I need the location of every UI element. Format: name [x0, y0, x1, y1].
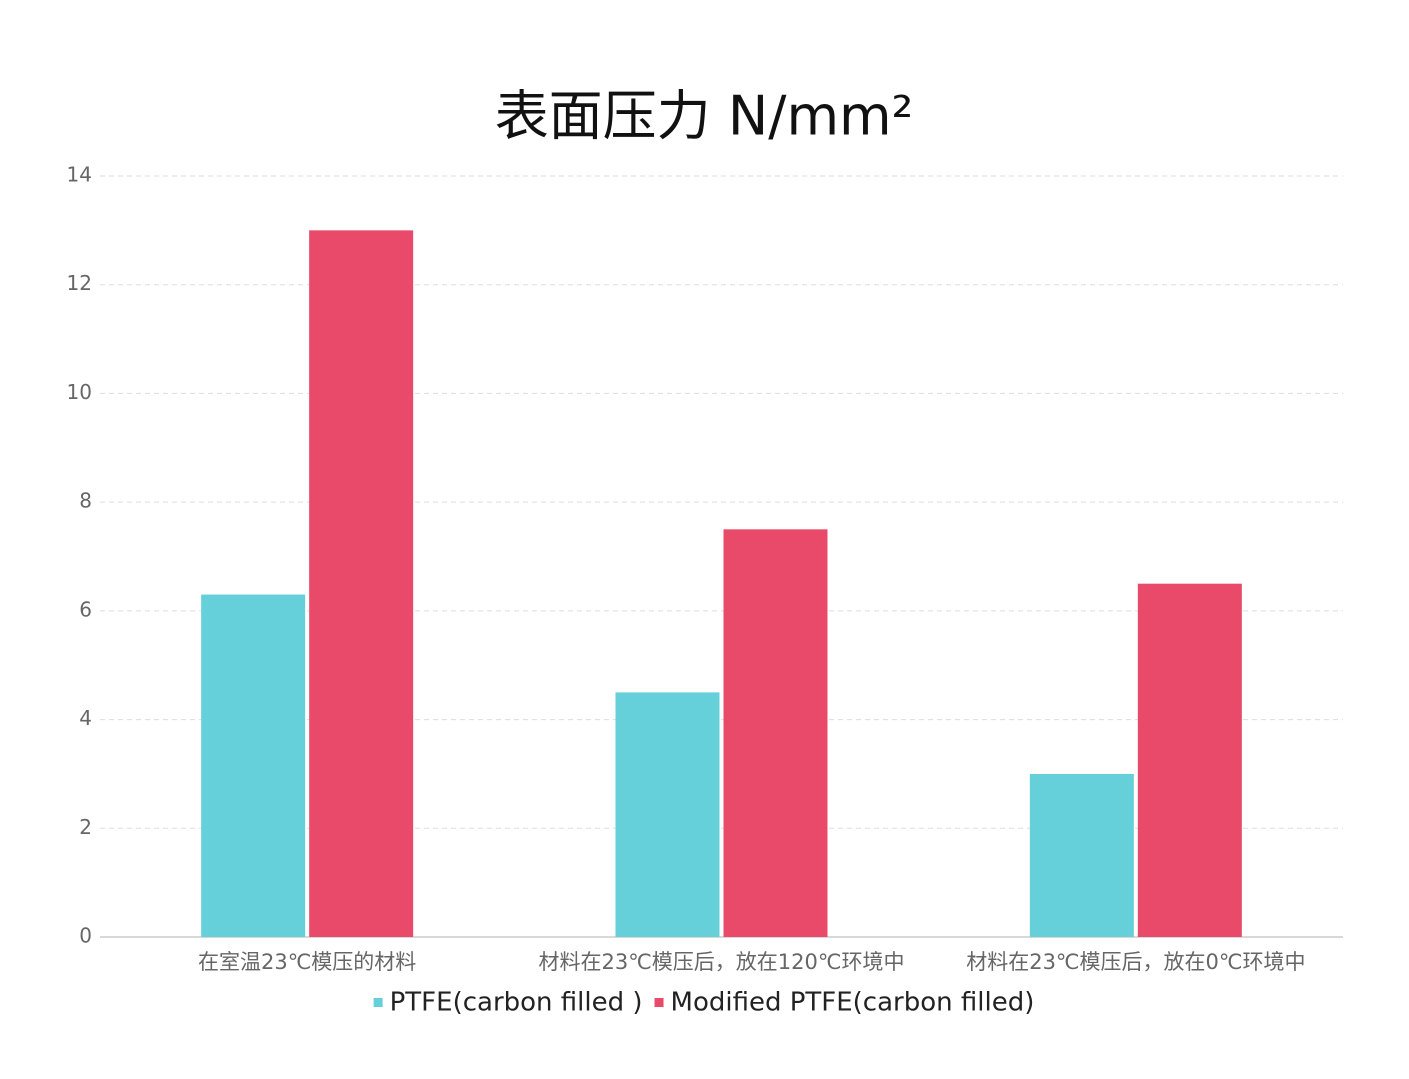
y-tick-label: 10	[67, 380, 92, 404]
y-tick-label: 14	[67, 163, 92, 187]
x-tick-label: 材料在23℃模压后，放在120℃环境中	[539, 950, 905, 974]
legend-swatch	[373, 998, 383, 1007]
y-tick-label: 6	[79, 597, 92, 621]
legend-swatch	[654, 998, 664, 1007]
bar	[309, 230, 414, 937]
x-tick-label: 在室温23℃模压的材料	[198, 950, 416, 974]
bar	[723, 529, 828, 937]
x-tick-label: 材料在23℃模压后，放在0℃环境中	[966, 950, 1305, 974]
bar	[1137, 583, 1242, 937]
bar	[201, 594, 306, 937]
y-tick-label: 0	[79, 924, 92, 948]
y-tick-label: 2	[79, 815, 92, 839]
y-tick-label: 12	[67, 271, 92, 295]
legend-label: Modified PTFE(carbon filled)	[671, 988, 1035, 1018]
bar	[1029, 773, 1134, 937]
y-tick-label: 4	[79, 706, 92, 730]
legend-label: PTFE(carbon filled )	[390, 988, 643, 1018]
bar	[615, 692, 720, 937]
y-tick-label: 8	[79, 489, 92, 513]
chart-title: 表面压力 N/mm²	[495, 85, 914, 148]
